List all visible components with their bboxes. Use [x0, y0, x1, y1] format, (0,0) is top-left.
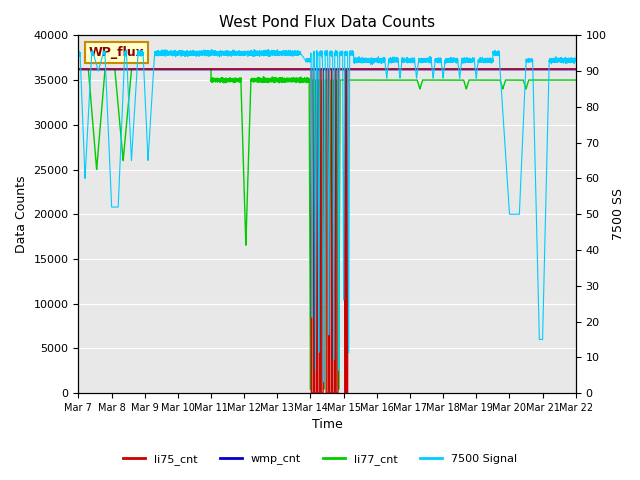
- Text: WP_flux: WP_flux: [88, 46, 144, 59]
- Title: West Pond Flux Data Counts: West Pond Flux Data Counts: [219, 15, 435, 30]
- Legend: li75_cnt, wmp_cnt, li77_cnt, 7500 Signal: li75_cnt, wmp_cnt, li77_cnt, 7500 Signal: [118, 450, 522, 469]
- Y-axis label: Data Counts: Data Counts: [15, 176, 28, 253]
- Y-axis label: 7500 SS: 7500 SS: [612, 188, 625, 240]
- X-axis label: Time: Time: [312, 419, 342, 432]
